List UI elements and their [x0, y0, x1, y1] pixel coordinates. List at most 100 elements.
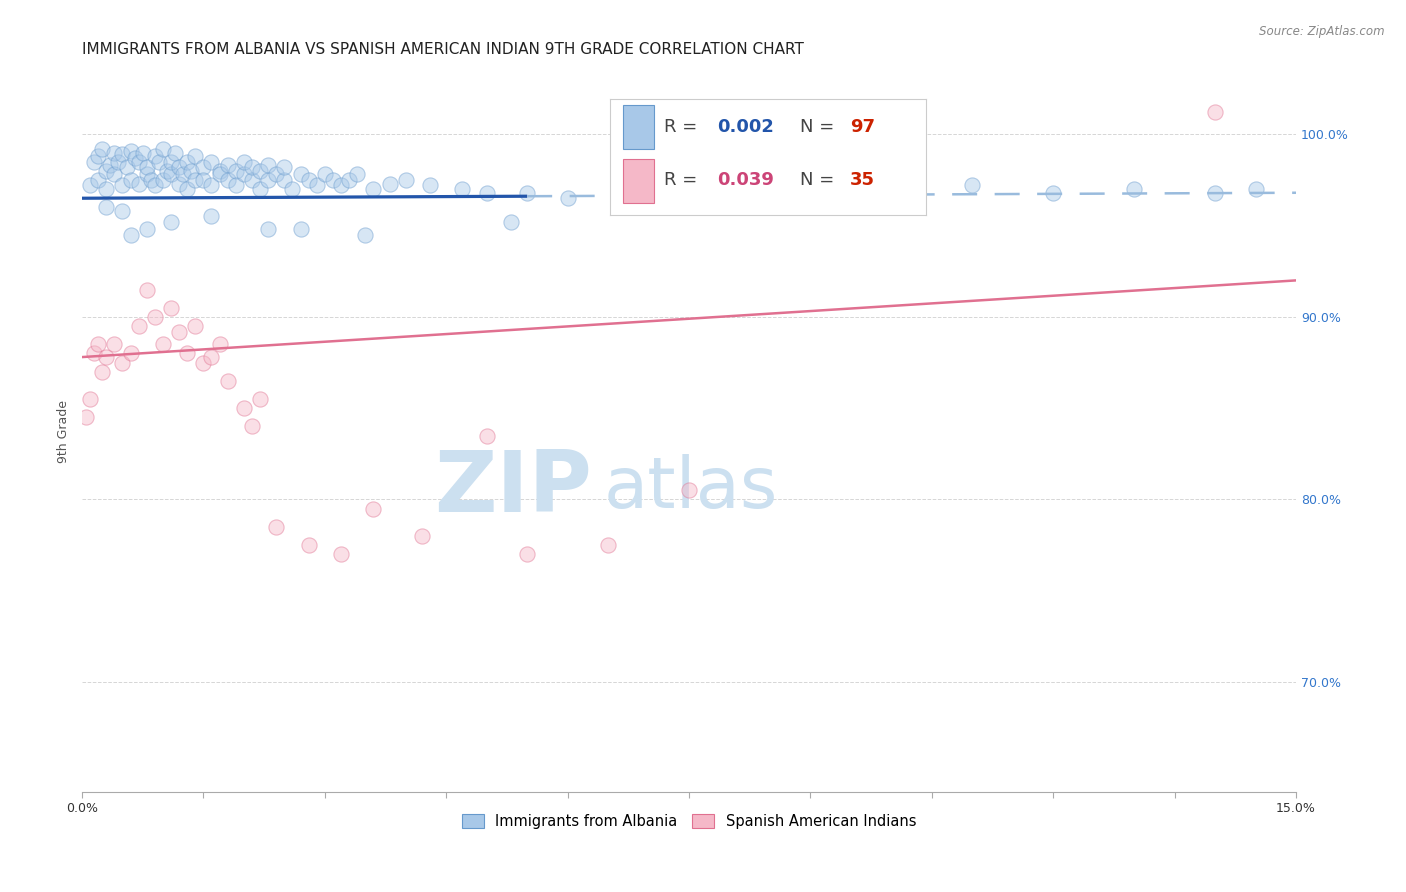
Point — [475, 428, 498, 442]
Point — [499, 215, 522, 229]
Point — [135, 222, 157, 236]
Point — [217, 158, 239, 172]
Point — [103, 145, 125, 160]
Point — [107, 154, 129, 169]
Point — [111, 147, 134, 161]
Point — [128, 177, 150, 191]
Point — [98, 158, 121, 172]
Point — [96, 350, 118, 364]
Point — [208, 168, 231, 182]
Point — [354, 227, 377, 242]
Point — [200, 350, 222, 364]
Point — [96, 164, 118, 178]
Point — [160, 215, 183, 229]
Point — [200, 210, 222, 224]
Point — [143, 149, 166, 163]
Point — [240, 160, 263, 174]
Point — [200, 178, 222, 193]
Point — [240, 173, 263, 187]
Point — [257, 222, 280, 236]
Point — [232, 168, 254, 182]
Point — [120, 227, 142, 242]
Point — [160, 301, 183, 315]
Point — [718, 186, 741, 200]
Point — [135, 160, 157, 174]
Point — [120, 144, 142, 158]
Point — [156, 164, 179, 178]
Point — [176, 182, 198, 196]
Point — [128, 154, 150, 169]
Point — [225, 178, 247, 193]
Point — [475, 186, 498, 200]
Point — [176, 346, 198, 360]
Point — [516, 547, 538, 561]
Text: Source: ZipAtlas.com: Source: ZipAtlas.com — [1260, 25, 1385, 38]
Point — [281, 182, 304, 196]
Point — [337, 173, 360, 187]
Point — [451, 182, 474, 196]
Point — [96, 200, 118, 214]
Point — [880, 186, 903, 200]
Point — [120, 346, 142, 360]
Point — [96, 182, 118, 196]
Point — [273, 160, 295, 174]
Point — [139, 173, 162, 187]
Point — [419, 178, 441, 193]
Point — [176, 154, 198, 169]
Point — [516, 186, 538, 200]
Point — [160, 168, 183, 182]
Point — [1244, 182, 1267, 196]
Point — [378, 177, 401, 191]
Point — [249, 182, 271, 196]
Point — [87, 149, 110, 163]
Point — [111, 204, 134, 219]
Point — [225, 164, 247, 178]
Point — [596, 538, 619, 552]
Point — [75, 410, 97, 425]
Text: atlas: atlas — [605, 454, 779, 524]
Point — [208, 337, 231, 351]
Point — [91, 365, 114, 379]
Point — [83, 154, 105, 169]
Text: IMMIGRANTS FROM ALBANIA VS SPANISH AMERICAN INDIAN 9TH GRADE CORRELATION CHART: IMMIGRANTS FROM ALBANIA VS SPANISH AMERI… — [82, 42, 804, 57]
Point — [128, 319, 150, 334]
Point — [152, 142, 174, 156]
Point — [249, 164, 271, 178]
Point — [232, 154, 254, 169]
Point — [115, 160, 138, 174]
Point — [637, 182, 659, 196]
Point — [111, 355, 134, 369]
Point — [298, 538, 321, 552]
Point — [160, 154, 183, 169]
Point — [395, 173, 418, 187]
Point — [143, 310, 166, 324]
Point — [1204, 186, 1226, 200]
Point — [363, 182, 385, 196]
Text: ZIP: ZIP — [434, 447, 592, 530]
Point — [91, 142, 114, 156]
Point — [305, 178, 328, 193]
Point — [167, 325, 190, 339]
Point — [298, 173, 321, 187]
Point — [148, 154, 170, 169]
Point — [200, 154, 222, 169]
Point — [193, 160, 215, 174]
Point — [264, 520, 287, 534]
Point — [124, 151, 146, 165]
Point — [232, 401, 254, 416]
Point — [208, 164, 231, 178]
Point — [314, 168, 336, 182]
Point — [103, 168, 125, 182]
Point — [184, 319, 207, 334]
Point — [322, 173, 344, 187]
Point — [167, 177, 190, 191]
Legend: Immigrants from Albania, Spanish American Indians: Immigrants from Albania, Spanish America… — [456, 808, 922, 835]
Point — [172, 168, 194, 182]
Point — [152, 337, 174, 351]
Point — [87, 337, 110, 351]
Point — [411, 529, 433, 543]
Point — [131, 145, 153, 160]
Point — [87, 173, 110, 187]
Point — [363, 501, 385, 516]
Point — [79, 178, 101, 193]
